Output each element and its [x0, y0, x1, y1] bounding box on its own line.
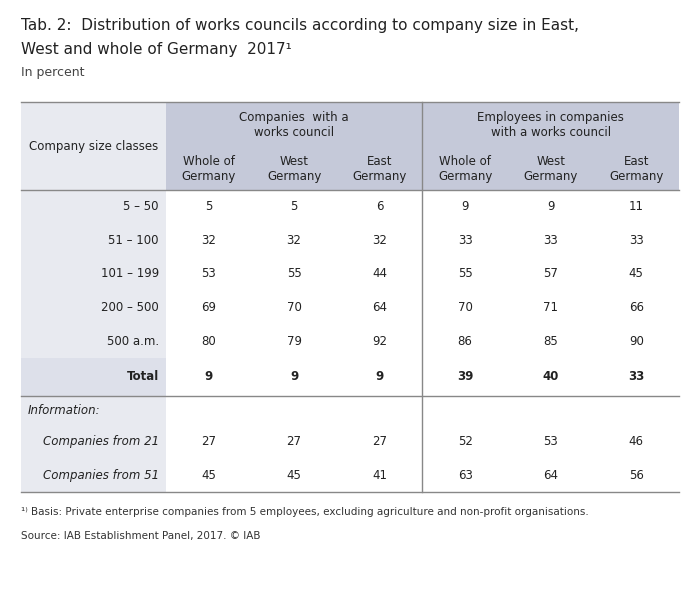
Text: 70: 70	[458, 301, 472, 314]
Text: 57: 57	[543, 268, 558, 280]
Text: 32: 32	[372, 234, 387, 247]
Text: 69: 69	[201, 301, 216, 314]
Text: Whole of
Germany: Whole of Germany	[438, 155, 492, 183]
Text: Employees in companies
with a works council: Employees in companies with a works coun…	[477, 111, 624, 139]
Text: 45: 45	[201, 469, 216, 482]
Text: 500 a.m.: 500 a.m.	[106, 335, 159, 347]
Text: 33: 33	[628, 370, 645, 383]
Text: ¹⁾ Basis: Private enterprise companies from 5 employees, excluding agriculture a: ¹⁾ Basis: Private enterprise companies f…	[21, 507, 589, 517]
Text: 85: 85	[543, 335, 558, 347]
Text: 80: 80	[201, 335, 216, 347]
Text: 66: 66	[629, 301, 644, 314]
Text: 56: 56	[629, 469, 644, 482]
Text: 9: 9	[290, 370, 298, 383]
Text: 55: 55	[458, 268, 472, 280]
Text: 45: 45	[286, 469, 302, 482]
Text: 79: 79	[286, 335, 302, 347]
Text: 33: 33	[458, 234, 472, 247]
Text: 27: 27	[201, 435, 216, 448]
Text: 41: 41	[372, 469, 387, 482]
Text: In percent: In percent	[21, 66, 85, 79]
Text: 5: 5	[205, 200, 212, 214]
Text: 101 – 199: 101 – 199	[101, 268, 159, 280]
Text: 9: 9	[375, 370, 384, 383]
Text: Whole of
Germany: Whole of Germany	[181, 155, 236, 183]
Text: 71: 71	[543, 301, 558, 314]
Text: 86: 86	[458, 335, 472, 347]
Text: 9: 9	[204, 370, 213, 383]
Text: 33: 33	[629, 234, 643, 247]
Text: 32: 32	[286, 234, 302, 247]
Text: Total: Total	[127, 370, 159, 383]
Text: East
Germany: East Germany	[609, 155, 664, 183]
Text: 52: 52	[458, 435, 472, 448]
Text: 53: 53	[543, 435, 558, 448]
Text: 39: 39	[457, 370, 473, 383]
Text: 64: 64	[543, 469, 558, 482]
Text: 27: 27	[286, 435, 302, 448]
Text: 92: 92	[372, 335, 387, 347]
Text: 9: 9	[461, 200, 469, 214]
Text: Companies from 21: Companies from 21	[43, 435, 159, 448]
Text: West
Germany: West Germany	[524, 155, 578, 183]
Text: 64: 64	[372, 301, 387, 314]
Text: 6: 6	[376, 200, 384, 214]
Text: 5 – 50: 5 – 50	[123, 200, 159, 214]
Text: 44: 44	[372, 268, 387, 280]
Text: 70: 70	[286, 301, 302, 314]
Text: 11: 11	[629, 200, 644, 214]
Text: 55: 55	[287, 268, 302, 280]
Text: Source: IAB Establishment Panel, 2017. © IAB: Source: IAB Establishment Panel, 2017. ©…	[21, 531, 260, 541]
Text: 200 – 500: 200 – 500	[101, 301, 159, 314]
Text: Information:: Information:	[28, 404, 101, 417]
Text: 33: 33	[543, 234, 558, 247]
Text: East
Germany: East Germany	[352, 155, 407, 183]
Text: Company size classes: Company size classes	[29, 140, 158, 152]
Text: 53: 53	[201, 268, 216, 280]
Text: 9: 9	[547, 200, 554, 214]
Text: 40: 40	[542, 370, 559, 383]
Text: West and whole of Germany  2017¹: West and whole of Germany 2017¹	[21, 42, 292, 57]
Text: West
Germany: West Germany	[267, 155, 321, 183]
Text: 90: 90	[629, 335, 644, 347]
Text: 45: 45	[629, 268, 644, 280]
Text: 51 – 100: 51 – 100	[108, 234, 159, 247]
Text: 63: 63	[458, 469, 472, 482]
Text: 32: 32	[201, 234, 216, 247]
Text: 46: 46	[629, 435, 644, 448]
Text: Companies from 51: Companies from 51	[43, 469, 159, 482]
Text: Tab. 2:  Distribution of works councils according to company size in East,: Tab. 2: Distribution of works councils a…	[21, 18, 579, 33]
Text: 5: 5	[290, 200, 298, 214]
Text: Companies  with a
works council: Companies with a works council	[239, 111, 349, 139]
Text: 27: 27	[372, 435, 387, 448]
